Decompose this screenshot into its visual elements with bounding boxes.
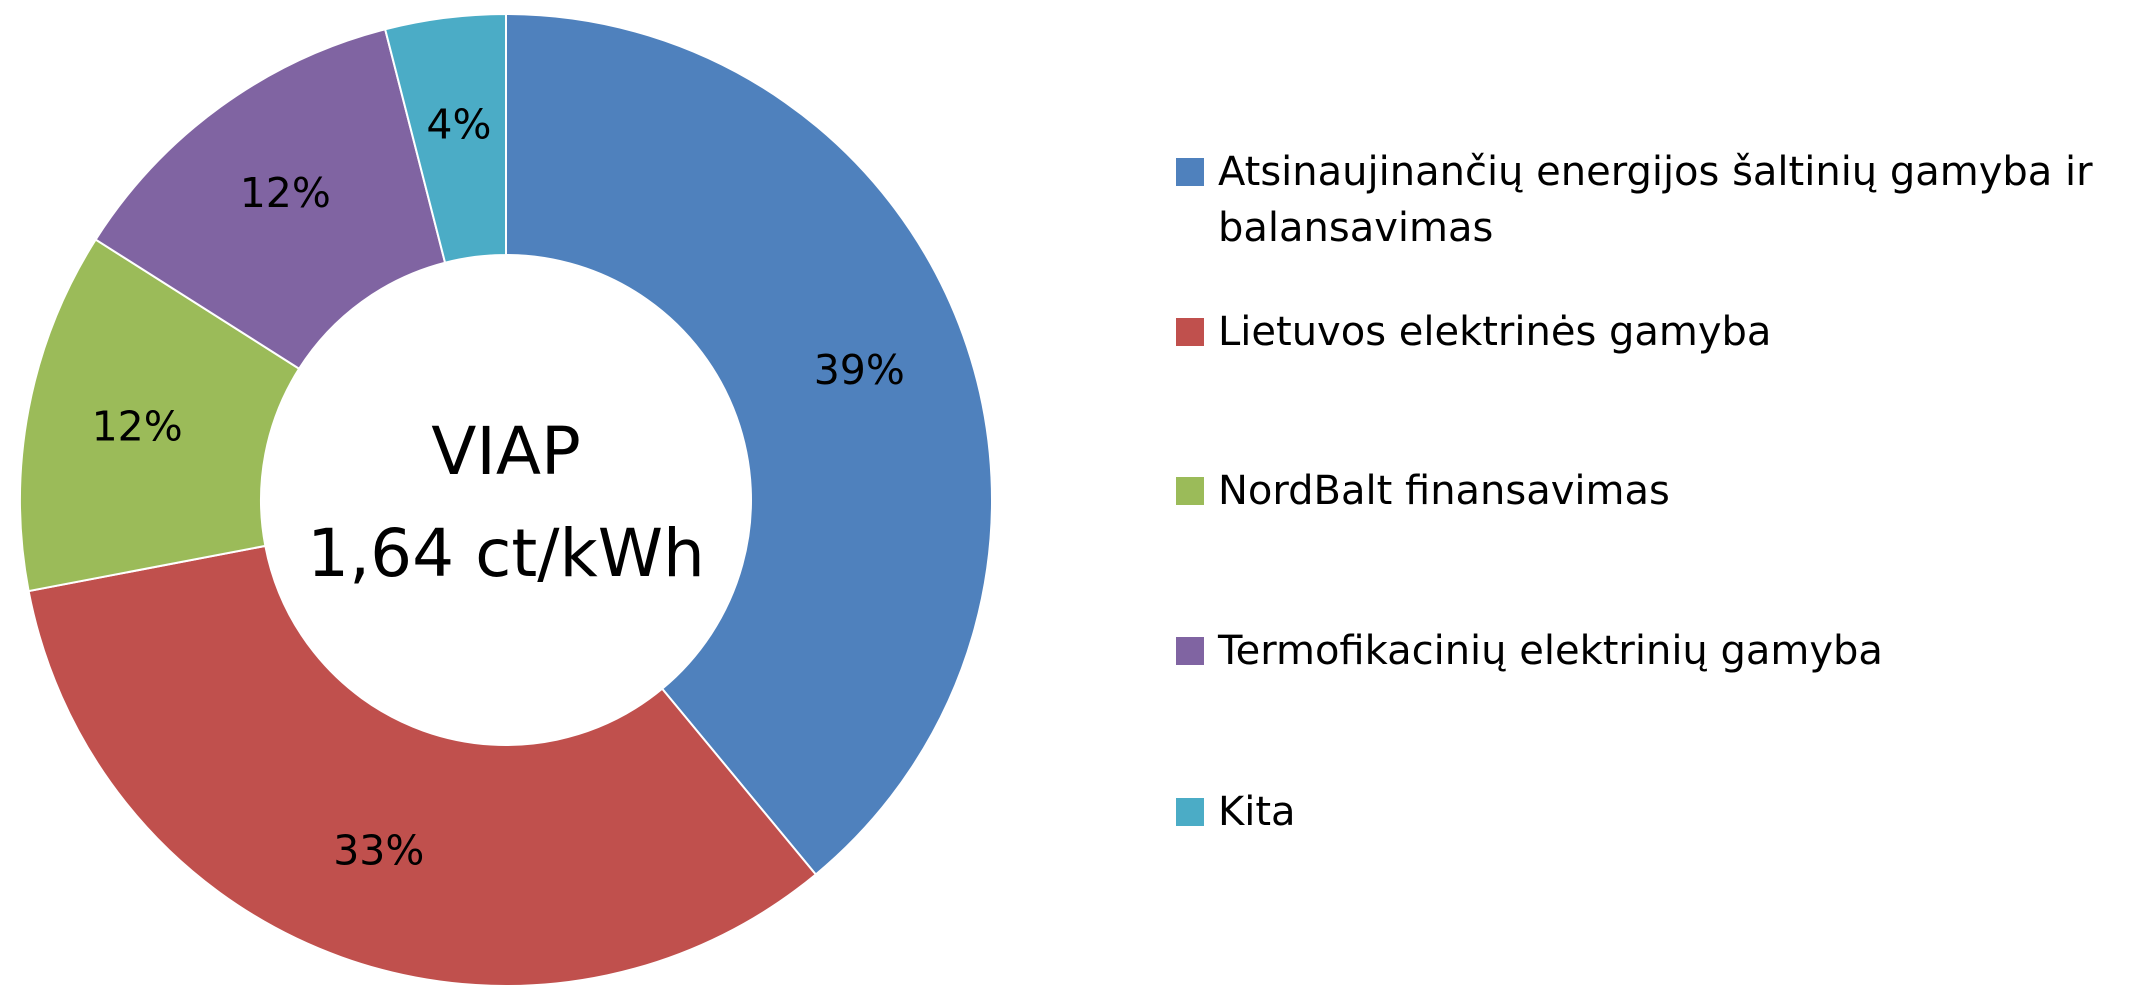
donut-segment	[505, 12, 993, 876]
legend-label: Atsinaujinančių energijos šaltinių gamyb…	[1218, 149, 2093, 251]
legend-swatch	[1176, 477, 1204, 505]
legend-label: Termofikacinių elektrinių gamyba	[1218, 628, 1883, 674]
data-label: 12%	[92, 403, 183, 451]
chart: 39% 33% 12% 12% 4% VIAP 1,64 ct/kWh	[19, 12, 993, 987]
legend-item: Atsinaujinančių energijos šaltinių gamyb…	[1176, 144, 2136, 256]
legend-item: NordBalt finansavimas	[1176, 463, 2136, 519]
legend-swatch	[1176, 318, 1204, 346]
data-label: 33%	[333, 826, 424, 874]
legend-label: NordBalt finansavimas	[1218, 468, 1670, 514]
legend-item: Kita	[1176, 784, 2136, 840]
legend-swatch	[1176, 798, 1204, 826]
donut-segment	[27, 544, 818, 987]
legend-item: Lietuvos elektrinės gamyba	[1176, 304, 2136, 360]
data-label: 39%	[814, 346, 905, 394]
center-label: 1,64 ct/kWh	[307, 515, 705, 592]
data-label: 4%	[426, 100, 491, 148]
data-label: 12%	[240, 169, 331, 217]
legend-item: Termofikacinių elektrinių gamyba	[1176, 623, 2136, 679]
legend-swatch	[1176, 637, 1204, 665]
donut-segment	[94, 28, 447, 371]
legend-label: Kita	[1218, 789, 1296, 835]
donut-segment	[383, 12, 507, 264]
donut-segment	[19, 238, 301, 593]
legend-swatch	[1176, 158, 1204, 186]
center-label: VIAP	[431, 413, 581, 490]
legend-label: Lietuvos elektrinės gamyba	[1218, 309, 1772, 355]
